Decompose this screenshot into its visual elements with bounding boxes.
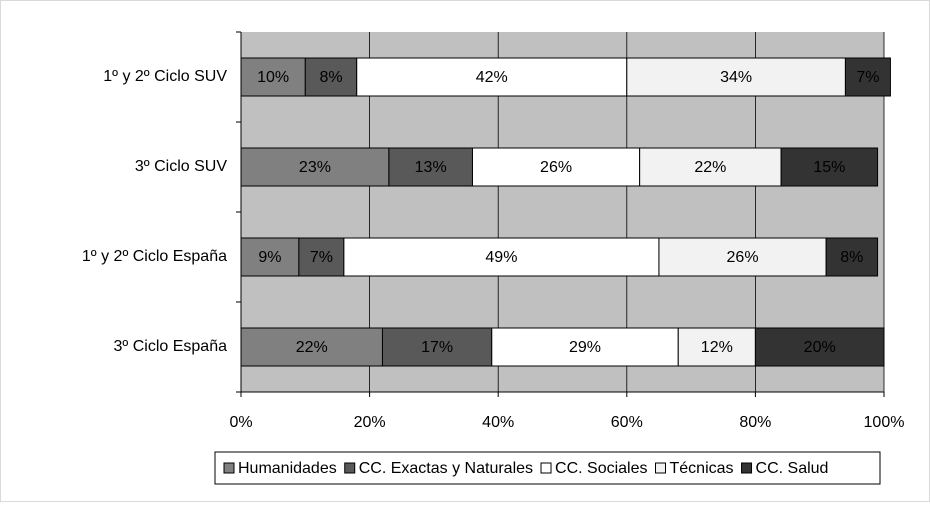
bar-segment xyxy=(381,327,493,367)
bar-segment xyxy=(356,57,628,97)
data-label: 20% xyxy=(804,339,836,356)
y-tick-label: 3º Ciclo España xyxy=(114,338,228,355)
x-tick-label: 100% xyxy=(864,414,905,431)
data-label: 29% xyxy=(569,339,601,356)
bar-segment xyxy=(240,327,383,367)
data-label: 22% xyxy=(296,339,328,356)
data-label: 13% xyxy=(415,159,447,176)
legend-swatch xyxy=(344,462,356,474)
bar-segment xyxy=(780,147,879,187)
bar-segment xyxy=(626,57,846,97)
legend-swatch xyxy=(540,462,552,474)
data-label: 17% xyxy=(421,339,453,356)
data-label: 9% xyxy=(258,249,281,266)
x-tick-label: 80% xyxy=(739,414,771,431)
legend-swatch xyxy=(741,462,753,474)
legend-label: CC. Exactas y Naturales xyxy=(359,460,533,477)
x-tick-label: 40% xyxy=(482,414,514,431)
x-tick-label: 60% xyxy=(611,414,643,431)
legend-label: Humanidades xyxy=(238,460,337,477)
bar-segment xyxy=(844,57,891,97)
legend-label: CC. Sociales xyxy=(555,460,647,477)
bar-segment xyxy=(471,147,641,187)
data-label: 12% xyxy=(701,339,733,356)
data-label: 22% xyxy=(694,159,726,176)
bar-segment xyxy=(240,147,390,187)
data-label: 26% xyxy=(727,249,759,266)
data-label: 8% xyxy=(319,69,342,86)
legend-label: CC. Salud xyxy=(756,460,829,477)
bar-segment xyxy=(298,237,345,277)
y-tick-label: 1º y 2º Ciclo SUV xyxy=(103,68,227,85)
y-tick-label: 1º y 2º Ciclo España xyxy=(82,248,227,265)
bar-segment xyxy=(343,237,660,277)
data-label: 7% xyxy=(310,249,333,266)
bar-segment xyxy=(825,237,879,277)
data-label: 15% xyxy=(813,159,845,176)
bar-segment xyxy=(304,57,358,97)
bar-segment xyxy=(240,57,306,97)
bar-segment xyxy=(639,147,782,187)
data-label: 23% xyxy=(299,159,331,176)
bar-segment xyxy=(677,327,756,367)
bar-segment xyxy=(658,237,827,277)
legend-swatch xyxy=(223,462,235,474)
bar-segment xyxy=(754,327,885,367)
bar-segment xyxy=(240,237,300,277)
data-label: 34% xyxy=(720,69,752,86)
y-tick-label: 3º Ciclo SUV xyxy=(135,158,227,175)
x-tick-label: 0% xyxy=(229,414,252,431)
data-label: 49% xyxy=(485,249,517,266)
data-label: 26% xyxy=(540,159,572,176)
data-label: 8% xyxy=(840,249,863,266)
bar-segment xyxy=(491,327,679,367)
data-label: 42% xyxy=(476,69,508,86)
legend-swatch xyxy=(655,462,666,474)
legend-label: Técnicas xyxy=(670,460,734,477)
x-tick-label: 20% xyxy=(354,414,386,431)
data-label: 7% xyxy=(856,69,879,86)
data-label: 10% xyxy=(257,69,289,86)
